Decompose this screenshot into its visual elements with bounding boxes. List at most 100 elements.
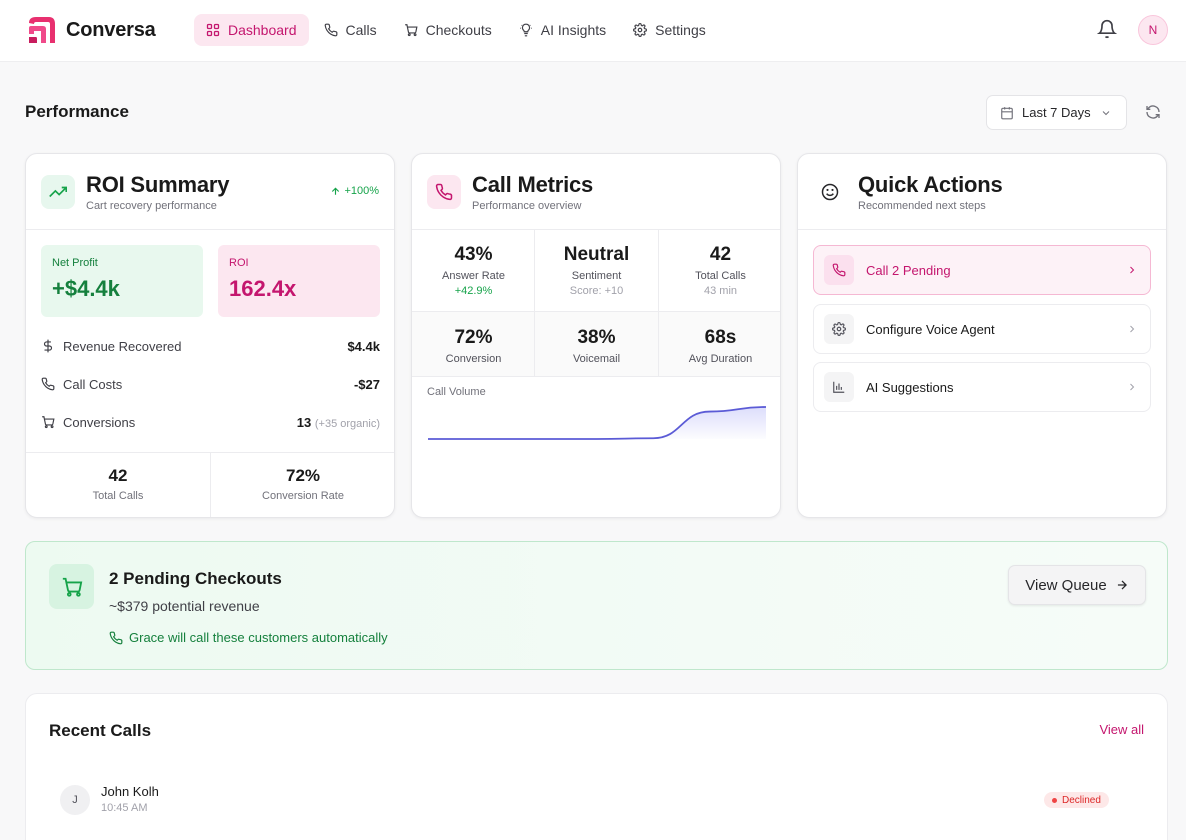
metric-label: Conversion	[445, 353, 502, 365]
head-icon-box	[427, 175, 461, 209]
ai-suggestions-action[interactable]: AI Suggestions	[813, 362, 1151, 412]
metric-value: 38%	[577, 327, 616, 348]
arrow-up-icon	[332, 186, 340, 195]
pending-revenue: ~$379 potential revenue	[109, 598, 260, 614]
status-dot	[1052, 797, 1057, 803]
net-profit-label: Net Profit	[52, 257, 98, 269]
chart-series-line	[428, 406, 766, 440]
roi-title: ROI Summary	[86, 172, 230, 197]
head-icon-box	[41, 175, 75, 209]
row-label: Conversions	[63, 414, 136, 430]
main-nav: Dashboard Calls Checkouts AI Insights Se…	[194, 14, 721, 46]
action-icon-box	[824, 255, 854, 285]
refresh-icon[interactable]	[1145, 104, 1161, 120]
total-calls-stat: 42 Total Calls	[26, 453, 210, 517]
call-volume-chart	[428, 406, 766, 440]
status-badge: Declined	[1044, 792, 1109, 808]
view-queue-button[interactable]: View Queue	[1008, 565, 1146, 605]
row-label: Call Costs	[63, 376, 123, 392]
conversions-count: 13	[296, 414, 312, 430]
row-label: Revenue Recovered	[63, 338, 182, 354]
chart-label: Call Volume	[427, 386, 486, 398]
metrics-subtitle: Performance overview	[472, 200, 582, 212]
recent-calls-card: Recent Calls View all J John Kolh 10:45 …	[25, 693, 1168, 840]
total-calls-metric: 42 Total Calls 43 min	[659, 244, 780, 297]
divider	[26, 452, 394, 453]
quick-actions-title: Quick Actions	[858, 172, 1003, 197]
action-label: AI Suggestions	[866, 379, 954, 395]
app-logo[interactable]: Conversa	[27, 15, 156, 45]
trending-up-icon	[49, 186, 67, 198]
caller-name: John Kolh	[101, 784, 159, 799]
conversa-logo-icon	[29, 17, 55, 43]
metric-value: 68s	[704, 327, 737, 348]
chevron-right-icon	[1130, 266, 1135, 274]
phone-icon	[41, 377, 55, 391]
phone-icon	[109, 631, 123, 644]
conversion-metric: 72% Conversion	[412, 327, 535, 365]
nav-item-calls[interactable]: Calls	[312, 14, 389, 46]
call-pending-action[interactable]: Call 2 Pending	[813, 245, 1151, 295]
action-icon-box	[824, 314, 854, 344]
status-label: Declined	[1062, 794, 1101, 806]
card-header: Call Metrics Performance overview	[412, 154, 780, 230]
action-label: Configure Voice Agent	[866, 321, 995, 337]
row-value: -$27	[353, 376, 380, 392]
gear-icon	[633, 23, 648, 37]
metric-value: 43%	[454, 244, 493, 265]
roi-delta-badge: +100%	[330, 185, 379, 197]
button-label: View Queue	[1025, 576, 1107, 594]
nav-label: Calls	[345, 22, 377, 38]
date-range-label: Last 7 Days	[1022, 105, 1091, 120]
nav-label: Settings	[655, 22, 706, 38]
nav-item-dashboard[interactable]: Dashboard	[194, 14, 309, 46]
voicemail-metric: 38% Voicemail	[535, 327, 658, 365]
conversion-rate-value: 72%	[285, 466, 321, 485]
net-profit-tile: Net Profit +$4.4k	[41, 245, 203, 317]
row-value: $4.4k	[347, 338, 380, 354]
metric-sub: Score: +10	[569, 285, 624, 297]
banner-icon-box	[49, 564, 94, 609]
quick-actions-subtitle: Recommended next steps	[858, 200, 986, 212]
user-avatar[interactable]: N	[1138, 15, 1168, 45]
metric-value: 42	[709, 244, 732, 265]
calendar-icon	[1001, 106, 1013, 119]
chevron-down-icon	[1102, 110, 1110, 115]
nav-label: AI Insights	[540, 22, 607, 38]
view-all-link[interactable]: View all	[1099, 722, 1144, 737]
pending-checkouts-banner: 2 Pending Checkouts ~$379 potential reve…	[25, 541, 1168, 670]
nav-label: Dashboard	[228, 22, 297, 38]
revenue-recovered-row: Revenue Recovered $4.4k	[41, 336, 380, 356]
metrics-title: Call Metrics	[472, 172, 594, 197]
smiley-icon	[821, 183, 839, 201]
call-list-item[interactable]: J John Kolh 10:45 AM Declined	[60, 784, 1120, 816]
nav-item-settings[interactable]: Settings	[621, 14, 718, 46]
date-range-select[interactable]: Last 7 Days	[986, 95, 1127, 130]
nav-item-checkouts[interactable]: Checkouts	[392, 14, 504, 46]
page-title: Performance	[25, 102, 129, 121]
nav-item-ai-insights[interactable]: AI Insights	[507, 14, 618, 46]
caller-avatar: J	[60, 785, 90, 815]
roi-label: ROI	[229, 257, 249, 269]
metric-label: Total Calls	[695, 270, 746, 282]
divider	[412, 311, 780, 312]
chart-area-fill	[428, 407, 766, 439]
avg-duration-metric: 68s Avg Duration	[659, 327, 780, 365]
bar-chart-icon	[833, 381, 845, 393]
quick-actions-card: Quick Actions Recommended next steps Cal…	[797, 153, 1167, 518]
app-name: Conversa	[66, 18, 156, 41]
total-calls-value: 42	[108, 466, 128, 485]
metric-value: 72%	[454, 327, 493, 348]
phone-icon	[435, 183, 453, 201]
metric-sub: +42.9%	[454, 285, 493, 297]
configure-voice-agent-action[interactable]: Configure Voice Agent	[813, 304, 1151, 354]
metric-label: Sentiment	[571, 270, 622, 282]
total-calls-label: Total Calls	[92, 490, 144, 502]
notifications-bell-icon[interactable]	[1097, 19, 1117, 39]
metrics-row-bg	[412, 312, 780, 376]
pending-title: 2 Pending Checkouts	[109, 569, 282, 588]
cart-icon	[62, 577, 82, 597]
metric-label: Answer Rate	[442, 270, 505, 282]
action-icon-box	[824, 372, 854, 402]
nav-label: Checkouts	[425, 22, 492, 38]
